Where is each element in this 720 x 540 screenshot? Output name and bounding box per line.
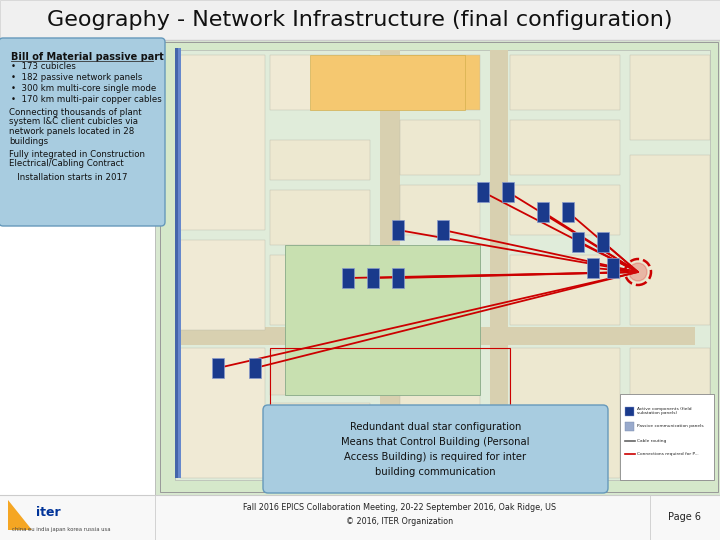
Text: system I&C client cubicles via: system I&C client cubicles via [9, 118, 138, 126]
FancyBboxPatch shape [510, 348, 620, 478]
FancyBboxPatch shape [270, 55, 370, 110]
FancyBboxPatch shape [0, 495, 720, 540]
FancyBboxPatch shape [490, 50, 508, 480]
Text: •  170 km multi-pair copper cables: • 170 km multi-pair copper cables [11, 95, 162, 104]
FancyBboxPatch shape [630, 348, 710, 478]
FancyBboxPatch shape [437, 220, 449, 240]
FancyBboxPatch shape [400, 185, 480, 235]
FancyBboxPatch shape [270, 255, 370, 325]
Text: Bill of Material passive part: Bill of Material passive part [11, 52, 163, 62]
FancyBboxPatch shape [310, 55, 465, 110]
Polygon shape [285, 245, 480, 395]
Text: iter: iter [36, 507, 60, 519]
Text: Passive communication panels: Passive communication panels [637, 424, 703, 428]
FancyBboxPatch shape [572, 232, 584, 252]
FancyBboxPatch shape [510, 255, 620, 325]
FancyBboxPatch shape [342, 268, 354, 288]
FancyBboxPatch shape [625, 422, 634, 431]
Text: Connecting thousands of plant: Connecting thousands of plant [9, 108, 142, 117]
FancyBboxPatch shape [630, 55, 710, 140]
Text: Fall 2016 EPICS Collaboration Meeting, 20-22 September 2016, Oak Ridge, US: Fall 2016 EPICS Collaboration Meeting, 2… [243, 503, 557, 511]
Text: china eu india japan korea russia usa: china eu india japan korea russia usa [12, 527, 110, 532]
FancyBboxPatch shape [270, 190, 370, 245]
FancyBboxPatch shape [380, 50, 400, 480]
Polygon shape [160, 42, 718, 492]
FancyBboxPatch shape [625, 407, 634, 416]
FancyBboxPatch shape [502, 182, 514, 202]
Text: Fully integrated in Construction: Fully integrated in Construction [9, 150, 145, 159]
FancyBboxPatch shape [175, 48, 178, 478]
FancyBboxPatch shape [392, 268, 404, 288]
FancyBboxPatch shape [270, 140, 370, 180]
Text: Active components (field
substation panels): Active components (field substation pane… [637, 407, 692, 415]
Text: building communication: building communication [375, 467, 496, 477]
Text: Page 6: Page 6 [668, 512, 701, 522]
FancyBboxPatch shape [270, 350, 370, 395]
FancyBboxPatch shape [607, 258, 619, 278]
FancyBboxPatch shape [392, 220, 404, 240]
Text: •  173 cubicles: • 173 cubicles [11, 62, 76, 71]
Text: Connections required for P...: Connections required for P... [637, 452, 698, 456]
FancyBboxPatch shape [597, 232, 609, 252]
FancyBboxPatch shape [263, 405, 608, 493]
FancyBboxPatch shape [212, 358, 224, 378]
Text: Geography - Network Infrastructure (final configuration): Geography - Network Infrastructure (fina… [48, 10, 672, 30]
Text: Access Building) is required for inter: Access Building) is required for inter [344, 452, 526, 462]
FancyBboxPatch shape [537, 202, 549, 222]
FancyBboxPatch shape [0, 38, 165, 226]
Text: network panels located in 28: network panels located in 28 [9, 127, 134, 136]
Text: © 2016, ITER Organization: © 2016, ITER Organization [346, 517, 454, 526]
Text: buildings: buildings [9, 137, 48, 145]
FancyBboxPatch shape [178, 48, 181, 478]
Text: Cable routing: Cable routing [637, 439, 667, 443]
FancyBboxPatch shape [400, 255, 480, 325]
FancyBboxPatch shape [510, 185, 620, 235]
Text: •  300 km multi-core single mode: • 300 km multi-core single mode [11, 84, 156, 93]
FancyBboxPatch shape [620, 394, 714, 480]
FancyBboxPatch shape [477, 182, 489, 202]
FancyBboxPatch shape [510, 120, 620, 175]
Text: •  182 passive network panels: • 182 passive network panels [11, 73, 143, 82]
FancyBboxPatch shape [400, 348, 480, 478]
Polygon shape [8, 500, 32, 530]
FancyBboxPatch shape [367, 268, 379, 288]
FancyBboxPatch shape [180, 55, 265, 230]
FancyBboxPatch shape [249, 358, 261, 378]
FancyBboxPatch shape [630, 155, 710, 325]
FancyBboxPatch shape [587, 258, 599, 278]
FancyBboxPatch shape [510, 55, 620, 110]
FancyBboxPatch shape [400, 120, 480, 175]
Text: Installation starts in 2017: Installation starts in 2017 [9, 173, 127, 182]
FancyBboxPatch shape [180, 348, 265, 478]
Text: Redundant dual star configuration: Redundant dual star configuration [350, 422, 521, 432]
FancyBboxPatch shape [155, 40, 720, 495]
Polygon shape [175, 50, 710, 480]
FancyBboxPatch shape [562, 202, 574, 222]
Text: Electrical/Cabling Contract: Electrical/Cabling Contract [9, 159, 124, 168]
FancyBboxPatch shape [180, 240, 265, 330]
FancyBboxPatch shape [400, 55, 480, 110]
Text: Means that Control Building (Personal: Means that Control Building (Personal [341, 437, 530, 447]
FancyBboxPatch shape [0, 0, 720, 40]
Circle shape [629, 263, 647, 281]
FancyBboxPatch shape [175, 327, 695, 345]
FancyBboxPatch shape [270, 403, 370, 478]
